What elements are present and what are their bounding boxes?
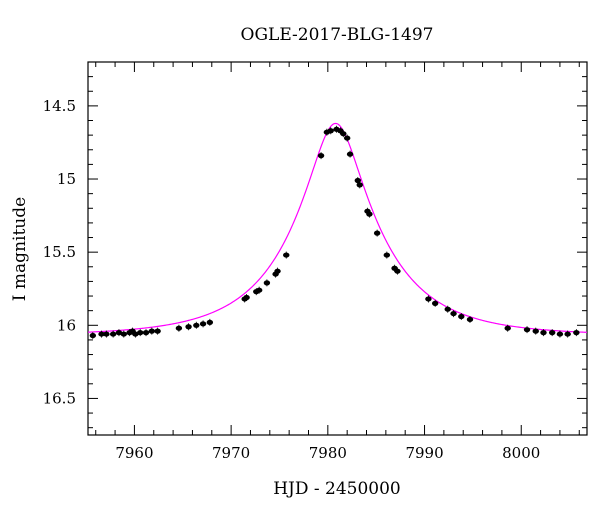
- x-tick-label: 7970: [212, 444, 250, 462]
- data-point: [458, 313, 465, 320]
- data-point: [466, 316, 474, 323]
- data-point: [109, 331, 117, 337]
- data-point: [327, 128, 334, 134]
- data-point: [564, 331, 571, 337]
- plot-frame: [87, 61, 588, 436]
- data-point: [142, 330, 150, 336]
- y-tick-label: 15: [57, 170, 76, 188]
- data-point: [132, 331, 139, 337]
- data-point: [199, 321, 207, 327]
- data-point: [383, 252, 391, 258]
- y-axis: 14.5 15 15.5 16 16.5: [43, 61, 587, 429]
- data-point: [206, 319, 214, 325]
- data-point: [523, 327, 531, 333]
- data-point: [317, 153, 325, 159]
- plot-area: [87, 61, 588, 436]
- data-point: [89, 332, 97, 339]
- data-point: [366, 211, 373, 217]
- x-tick-label: 7990: [405, 444, 443, 462]
- data-point: [193, 322, 200, 328]
- data-point: [103, 331, 110, 337]
- y-tick-label: 16.5: [43, 389, 76, 407]
- data-point: [137, 330, 144, 336]
- data-point: [148, 328, 156, 334]
- y-tick-label: 16: [57, 316, 76, 334]
- data-point: [394, 268, 401, 274]
- x-tick-label: 8000: [502, 444, 540, 462]
- data-point: [450, 310, 457, 317]
- model-curve: [88, 122, 587, 333]
- x-tick-label: 7960: [115, 444, 153, 462]
- data-point: [532, 328, 539, 334]
- y-axis-label: I magnitude: [10, 197, 30, 301]
- x-axis-label: HJD - 2450000: [273, 479, 401, 499]
- data-point: [274, 268, 281, 274]
- data-point: [504, 325, 511, 331]
- data-point: [573, 330, 580, 336]
- data-point: [425, 296, 432, 302]
- data-point: [185, 324, 192, 330]
- data-point: [343, 135, 351, 141]
- data-point: [556, 331, 564, 337]
- data-point: [243, 294, 250, 301]
- y-tick-label: 15.5: [43, 243, 76, 261]
- data-point: [444, 306, 451, 312]
- data-point: [115, 330, 123, 336]
- data-point: [175, 325, 183, 331]
- x-axis: 7960 7970 7980 7990 8000: [95, 62, 580, 462]
- data-point: [255, 287, 263, 293]
- data-point: [98, 331, 105, 337]
- data-point: [548, 330, 556, 336]
- data-point: [263, 280, 271, 286]
- data-point: [120, 331, 127, 337]
- data-point: [431, 300, 439, 306]
- data-point: [356, 182, 363, 188]
- data-point: [346, 151, 354, 157]
- data-point: [540, 330, 547, 336]
- y-tick-label: 14.5: [43, 97, 76, 115]
- x-tick-label: 7980: [309, 444, 347, 462]
- data-point: [340, 131, 347, 137]
- data-point: [154, 328, 161, 334]
- data-point: [283, 252, 290, 258]
- chart-title: OGLE-2017-BLG-1497: [241, 25, 434, 45]
- data-point: [373, 230, 381, 236]
